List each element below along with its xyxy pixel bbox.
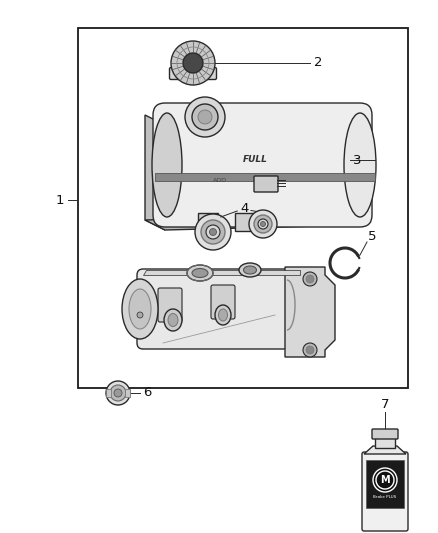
Polygon shape [165, 110, 360, 130]
Text: FULL: FULL [243, 156, 268, 165]
Circle shape [261, 222, 265, 227]
Ellipse shape [122, 279, 158, 339]
Text: 3: 3 [353, 154, 361, 166]
Circle shape [254, 215, 272, 233]
Polygon shape [285, 267, 335, 357]
Circle shape [106, 381, 130, 405]
Ellipse shape [152, 113, 182, 217]
Bar [198, 213, 218, 231]
Bar [78, 28, 408, 388]
Text: M: M [380, 475, 390, 485]
Text: 7: 7 [381, 399, 389, 411]
Ellipse shape [168, 313, 178, 327]
Text: ADD: ADD [213, 177, 227, 182]
Circle shape [137, 312, 143, 318]
Ellipse shape [192, 269, 208, 278]
Text: 4: 4 [241, 201, 249, 214]
Ellipse shape [187, 265, 213, 281]
Ellipse shape [239, 263, 261, 277]
Circle shape [206, 225, 220, 239]
Circle shape [303, 272, 317, 286]
Ellipse shape [129, 289, 151, 329]
Bar [155, 173, 375, 181]
Ellipse shape [244, 266, 257, 274]
Text: 2: 2 [314, 56, 322, 69]
Polygon shape [145, 115, 165, 230]
Circle shape [171, 41, 215, 85]
Circle shape [209, 229, 216, 236]
FancyBboxPatch shape [158, 288, 182, 322]
Bar [366, 460, 404, 508]
FancyBboxPatch shape [153, 103, 372, 227]
Circle shape [258, 219, 268, 229]
Circle shape [183, 53, 203, 73]
FancyBboxPatch shape [211, 285, 235, 319]
Bar [235, 213, 255, 231]
Circle shape [306, 346, 314, 354]
Circle shape [192, 104, 218, 130]
Circle shape [303, 343, 317, 357]
Circle shape [201, 220, 225, 244]
FancyBboxPatch shape [137, 269, 306, 349]
Circle shape [306, 275, 314, 283]
Circle shape [198, 110, 212, 124]
Circle shape [114, 389, 122, 397]
Polygon shape [145, 215, 360, 230]
FancyBboxPatch shape [372, 429, 398, 439]
Polygon shape [143, 270, 300, 275]
Bar [125, 389, 130, 397]
Circle shape [110, 385, 126, 401]
Ellipse shape [219, 309, 227, 321]
Text: Brake PLUS: Brake PLUS [373, 495, 397, 499]
FancyBboxPatch shape [170, 68, 216, 79]
Text: 6: 6 [143, 386, 151, 400]
Ellipse shape [164, 309, 182, 331]
Ellipse shape [344, 113, 376, 217]
Circle shape [249, 210, 277, 238]
Bar [106, 389, 111, 397]
Bar [375, 436, 395, 448]
Polygon shape [364, 446, 406, 454]
Ellipse shape [215, 305, 231, 325]
Circle shape [195, 214, 231, 250]
FancyBboxPatch shape [362, 452, 408, 531]
Text: 5: 5 [368, 230, 376, 244]
Circle shape [185, 97, 225, 137]
FancyBboxPatch shape [254, 176, 278, 192]
Text: 1: 1 [56, 193, 64, 206]
Circle shape [373, 468, 397, 492]
